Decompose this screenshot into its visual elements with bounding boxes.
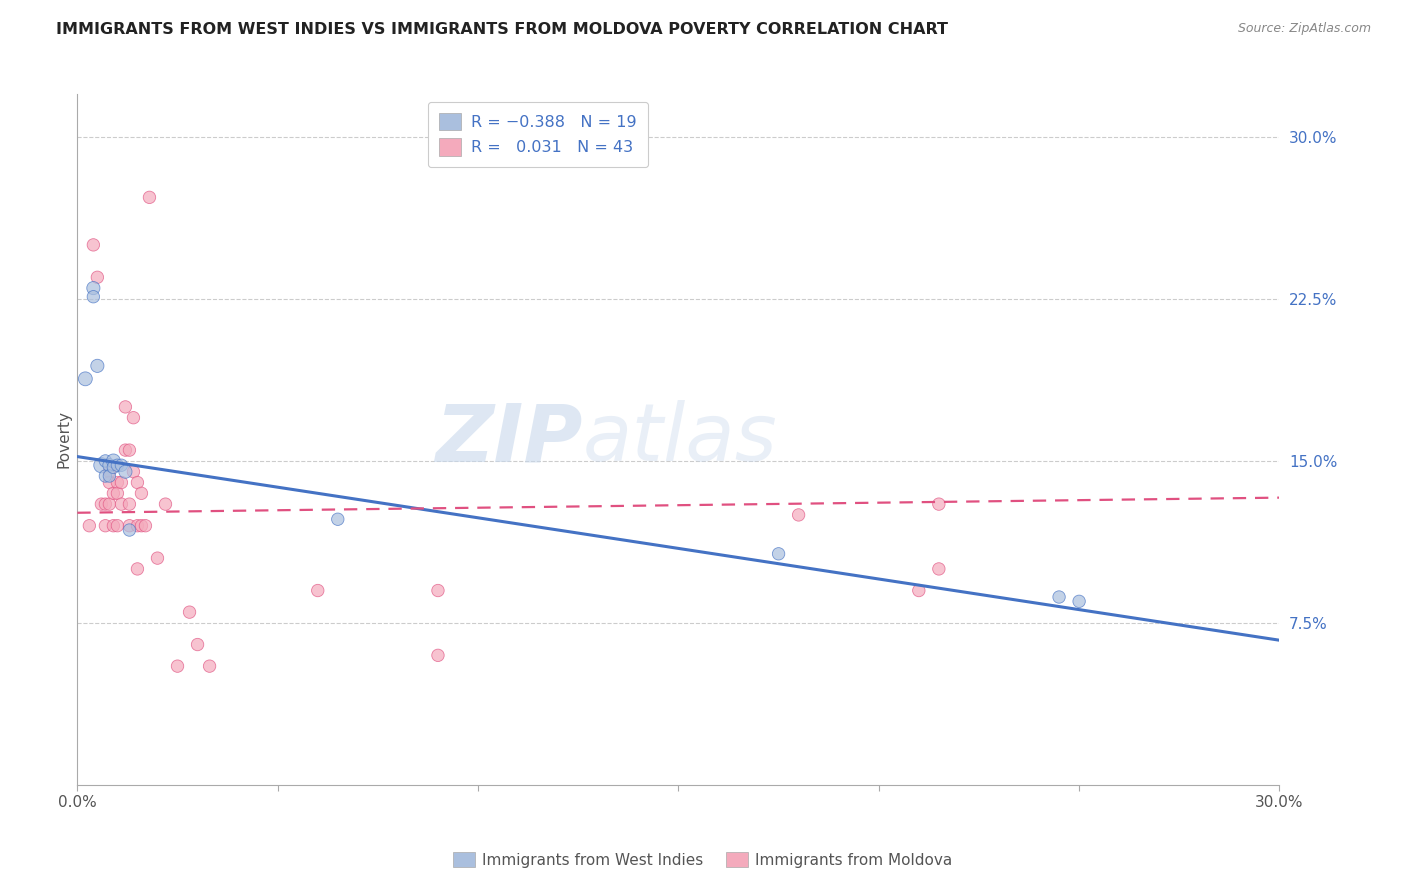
- Text: atlas: atlas: [582, 401, 778, 478]
- Point: [103, 486, 125, 500]
- Point: [79, 518, 101, 533]
- Point: [98, 458, 121, 473]
- Point: [103, 460, 125, 475]
- Point: [75, 372, 97, 386]
- Point: [1069, 594, 1091, 608]
- Legend: Immigrants from West Indies, Immigrants from Moldova: Immigrants from West Indies, Immigrants …: [446, 844, 960, 875]
- Point: [179, 605, 201, 619]
- Point: [427, 648, 450, 663]
- Point: [114, 400, 136, 414]
- Point: [90, 497, 112, 511]
- Point: [98, 465, 121, 479]
- Point: [86, 359, 108, 373]
- Point: [122, 465, 145, 479]
- Point: [166, 659, 188, 673]
- Text: Source: ZipAtlas.com: Source: ZipAtlas.com: [1237, 22, 1371, 36]
- Point: [110, 475, 132, 490]
- Point: [110, 497, 132, 511]
- Point: [326, 512, 349, 526]
- Point: [114, 443, 136, 458]
- Point: [1047, 590, 1070, 604]
- Point: [127, 518, 149, 533]
- Point: [86, 270, 108, 285]
- Text: IMMIGRANTS FROM WEST INDIES VS IMMIGRANTS FROM MOLDOVA POVERTY CORRELATION CHART: IMMIGRANTS FROM WEST INDIES VS IMMIGRANT…: [56, 22, 948, 37]
- Point: [134, 518, 156, 533]
- Text: ZIP: ZIP: [434, 401, 582, 478]
- Point: [155, 497, 177, 511]
- Point: [138, 190, 160, 204]
- Point: [82, 238, 104, 252]
- Point: [187, 638, 209, 652]
- Point: [114, 465, 136, 479]
- Point: [82, 281, 104, 295]
- Point: [198, 659, 221, 673]
- Point: [131, 518, 153, 533]
- Point: [94, 497, 117, 511]
- Point: [110, 458, 132, 473]
- Point: [768, 547, 790, 561]
- Legend: R = −0.388   N = 19, R =   0.031   N = 43: R = −0.388 N = 19, R = 0.031 N = 43: [427, 102, 648, 167]
- Point: [94, 454, 117, 468]
- Point: [928, 497, 950, 511]
- Point: [98, 469, 121, 483]
- Point: [82, 290, 104, 304]
- Point: [118, 518, 141, 533]
- Y-axis label: Poverty: Poverty: [56, 410, 72, 468]
- Point: [118, 443, 141, 458]
- Point: [928, 562, 950, 576]
- Point: [127, 475, 149, 490]
- Point: [307, 583, 329, 598]
- Point: [98, 497, 121, 511]
- Point: [103, 454, 125, 468]
- Point: [787, 508, 810, 522]
- Point: [94, 518, 117, 533]
- Point: [131, 486, 153, 500]
- Point: [94, 469, 117, 483]
- Point: [118, 523, 141, 537]
- Point: [103, 518, 125, 533]
- Point: [90, 458, 112, 473]
- Point: [908, 583, 931, 598]
- Point: [427, 583, 450, 598]
- Point: [122, 410, 145, 425]
- Point: [127, 562, 149, 576]
- Point: [107, 458, 129, 473]
- Point: [146, 551, 169, 566]
- Point: [107, 518, 129, 533]
- Point: [98, 475, 121, 490]
- Point: [118, 497, 141, 511]
- Point: [107, 475, 129, 490]
- Point: [107, 486, 129, 500]
